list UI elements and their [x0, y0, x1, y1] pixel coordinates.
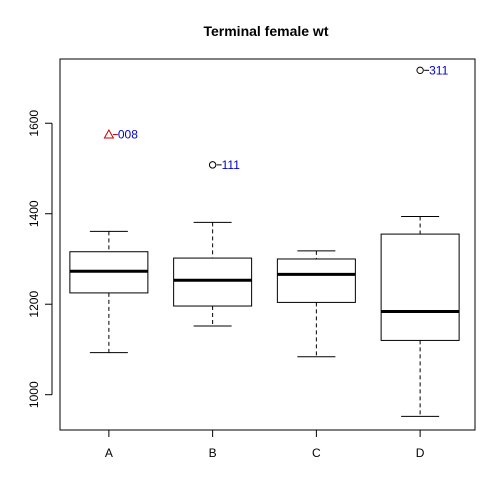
outlier-label: 111 [222, 158, 241, 172]
outlier-circle-marker [416, 66, 424, 75]
iqr-box [276, 258, 356, 303]
y-tick-label: 1400 [27, 200, 41, 227]
box-C [276, 250, 356, 358]
outlier-label: 311 [429, 63, 448, 77]
box-A [69, 230, 149, 354]
box-B [173, 221, 253, 327]
outlier-circle-marker [208, 161, 217, 169]
x-tick-label: B [209, 446, 217, 460]
outlier-label: 008 [118, 128, 138, 142]
y-tick-label: 1000 [27, 381, 41, 408]
y-tick-label: 1600 [27, 110, 41, 137]
outlier-311: 311 [416, 63, 449, 77]
outlier-111: 111 [208, 158, 241, 172]
chart-title: Terminal female wt [203, 23, 328, 39]
boxes [69, 215, 460, 417]
box-D [380, 215, 460, 417]
y-tick-label: 1200 [27, 291, 41, 318]
outlier-008: 008 [103, 128, 138, 142]
iqr-box [380, 233, 460, 341]
x-tick-label: D [416, 446, 425, 460]
x-tick-label: A [105, 446, 113, 460]
outliers: 008 111 311 [103, 63, 449, 172]
outlier-triangle-marker [103, 129, 115, 139]
x-axis: A B C D [105, 429, 425, 460]
x-tick-label: C [312, 446, 321, 460]
y-axis: 1000 1200 1400 1600 [27, 110, 53, 408]
iqr-box [173, 257, 253, 307]
